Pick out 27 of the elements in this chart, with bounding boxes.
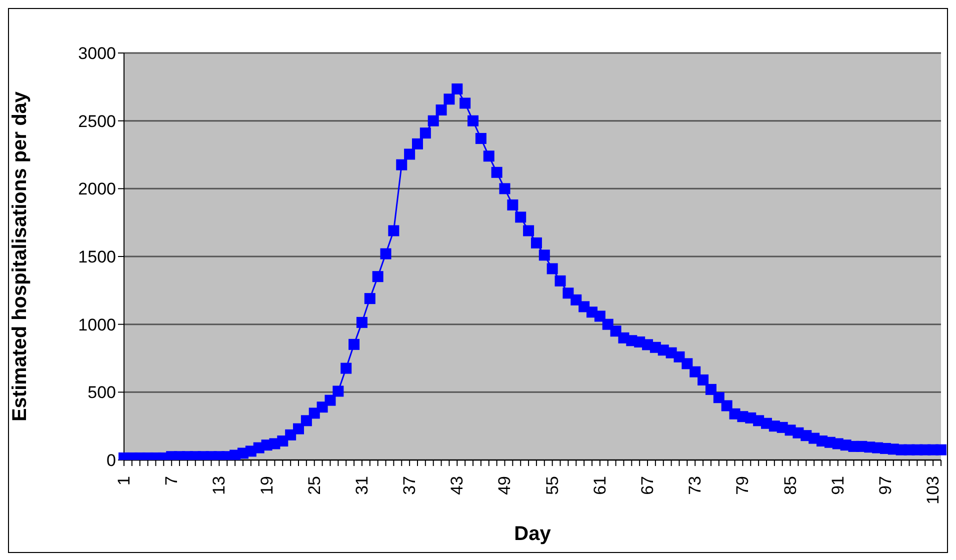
x-tick-label: 67 (638, 476, 658, 495)
y-tick-label: 1500 (78, 248, 116, 267)
y-axis-title: Estimated hospitalisations per day (9, 90, 32, 422)
x-tick-label: 79 (733, 476, 752, 495)
x-tick-label: 97 (876, 476, 895, 495)
x-tick-label: 25 (304, 476, 324, 495)
y-tick-label: 2000 (78, 180, 116, 199)
x-tick-label: 37 (400, 476, 420, 495)
x-tick-label: 7 (162, 476, 182, 486)
y-tick-label: 2500 (78, 112, 116, 131)
y-tick-label: 500 (88, 383, 116, 402)
y-tick-label: 3000 (78, 44, 116, 64)
x-axis-title: Day (514, 523, 552, 545)
x-tick-label: 19 (257, 476, 276, 495)
x-tick-label: 61 (590, 476, 610, 495)
y-tick-label: 0 (106, 451, 116, 470)
x-tick-label: 43 (448, 476, 467, 495)
x-tick-label: 1 (114, 476, 134, 486)
y-tick-label: 1000 (78, 315, 116, 334)
x-tick-label: 91 (828, 476, 848, 495)
x-tick-label: 31 (352, 476, 372, 495)
x-tick-label: 85 (780, 476, 800, 495)
x-tick-label: 73 (686, 476, 705, 495)
x-tick-label: 55 (542, 476, 562, 495)
x-tick-label: 103 (924, 476, 943, 504)
x-tick-label: 49 (495, 476, 514, 495)
x-tick-label: 13 (210, 476, 229, 495)
